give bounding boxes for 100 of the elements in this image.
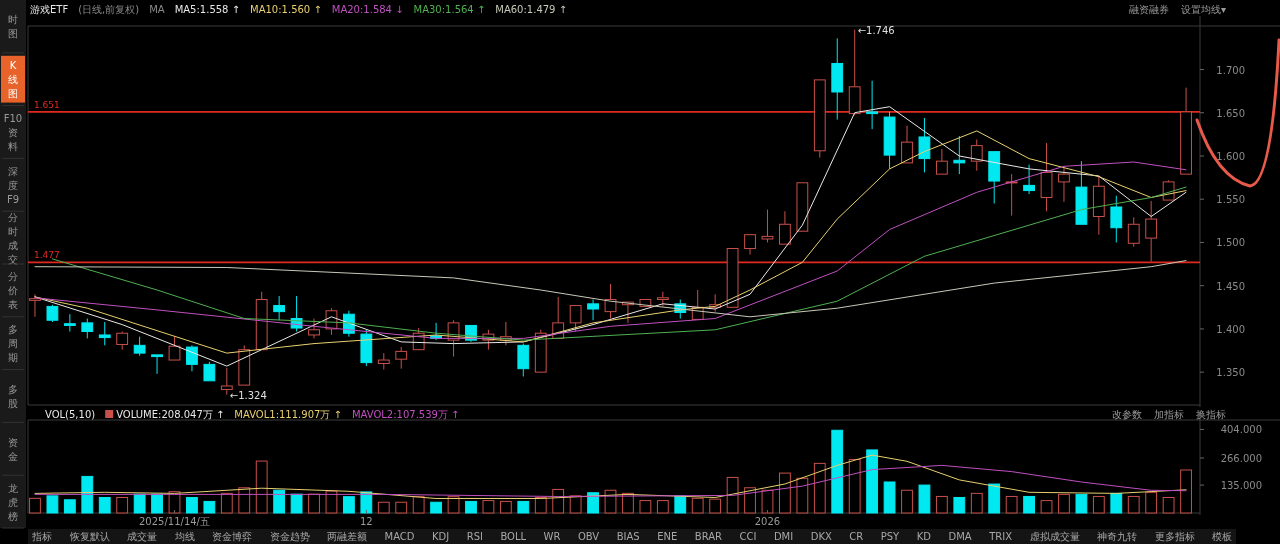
bar	[151, 493, 163, 514]
text: MA60:1.479 ↑	[495, 4, 568, 15]
candlestick	[901, 125, 913, 164]
text: DMA	[948, 531, 972, 542]
candlestick	[395, 346, 408, 370]
bar	[1058, 493, 1070, 514]
text: RSI	[466, 531, 483, 542]
candlestick	[186, 344, 198, 372]
bar	[552, 488, 565, 514]
line-series	[34, 260, 1187, 318]
bar	[691, 497, 704, 514]
bar	[534, 496, 547, 514]
bar	[395, 501, 408, 514]
bar	[290, 493, 303, 514]
bar	[970, 492, 983, 514]
text: CCI	[739, 531, 757, 542]
candlestick	[953, 135, 966, 175]
text: 多股	[8, 384, 18, 409]
bar	[81, 475, 94, 514]
y-tick-label: 266.000	[1220, 452, 1262, 464]
bar	[186, 496, 198, 514]
bar	[1092, 495, 1105, 514]
bar	[430, 501, 443, 514]
text: CR	[849, 531, 864, 542]
bar	[813, 462, 826, 514]
chart-title: VOL(5,10)	[45, 409, 96, 420]
text: MA20:1.584 ↓	[331, 4, 404, 15]
bar	[308, 493, 320, 514]
candlestick	[779, 210, 791, 245]
bar	[220, 492, 233, 514]
bar	[726, 476, 739, 514]
bar	[273, 489, 286, 514]
candlestick	[918, 117, 931, 173]
text: 均线	[173, 531, 195, 542]
text: K线图	[8, 60, 18, 100]
candlestick	[1127, 216, 1140, 248]
y-tick-label: 135.000	[1220, 480, 1262, 492]
bar	[674, 495, 687, 514]
bar	[465, 500, 477, 514]
bar	[901, 489, 913, 514]
bar	[1127, 495, 1140, 514]
y-tick-label: 1.450	[1216, 280, 1245, 292]
bar	[203, 500, 216, 514]
candlestick	[1075, 160, 1088, 225]
text: 模板	[1212, 531, 1232, 542]
text: BOLL	[500, 531, 527, 542]
bar	[238, 487, 251, 514]
bar	[883, 481, 896, 514]
text: 资金趋势	[269, 531, 310, 542]
candlestick	[63, 313, 76, 332]
candlestick	[1145, 200, 1158, 262]
text: MAVOL1:111.907万 ↑	[234, 409, 342, 420]
candlestick	[1110, 195, 1123, 243]
text: TRIX	[988, 531, 1013, 542]
bar	[1040, 500, 1053, 514]
chart-subtitle: (日线,前复权)	[78, 4, 140, 15]
bar	[953, 496, 966, 514]
bar	[935, 495, 948, 514]
text: OBV	[577, 531, 600, 542]
candlestick	[1180, 87, 1192, 175]
candlestick	[308, 318, 320, 339]
text: 虚拟成交量	[1029, 531, 1080, 542]
candlestick	[866, 80, 879, 130]
text: 更多指标	[1154, 531, 1195, 542]
y-tick-label: 1.500	[1216, 237, 1245, 249]
bar	[1023, 495, 1035, 514]
text: WR	[543, 531, 561, 542]
candlestick	[604, 283, 617, 320]
text: 分时成交	[8, 211, 18, 265]
candlestick	[238, 344, 251, 386]
chart-title: 游戏ETF	[30, 4, 69, 15]
text: BRAR	[694, 531, 723, 542]
text: 资金	[8, 436, 18, 462]
text: 换指标	[1196, 409, 1226, 420]
bar	[587, 492, 599, 514]
text: 分价表	[7, 271, 18, 311]
bar	[116, 496, 129, 514]
text: KD	[916, 531, 932, 542]
bar	[255, 460, 268, 514]
candlestick	[1092, 175, 1105, 236]
bar	[168, 491, 181, 514]
candlestick	[1005, 173, 1018, 217]
bar	[831, 429, 844, 514]
candlestick	[831, 37, 844, 121]
text: 时图	[8, 14, 18, 40]
text: DKX	[810, 531, 832, 542]
text: 设置均线▾	[1180, 4, 1226, 15]
bar	[988, 483, 1001, 514]
text: 改参数	[1112, 409, 1142, 420]
candlestick	[98, 321, 111, 346]
text: KDJ	[431, 531, 450, 542]
annotation: ←1.746	[857, 24, 895, 36]
y-tick-label: 404.000	[1220, 424, 1262, 436]
text: DMI	[773, 531, 794, 542]
text: 融资融券	[1128, 4, 1169, 15]
text: 资金博弈	[212, 531, 252, 542]
bar	[761, 489, 774, 514]
y-tick-label: 1.550	[1216, 194, 1245, 206]
text: 多周期	[8, 324, 18, 364]
bar	[46, 495, 59, 514]
